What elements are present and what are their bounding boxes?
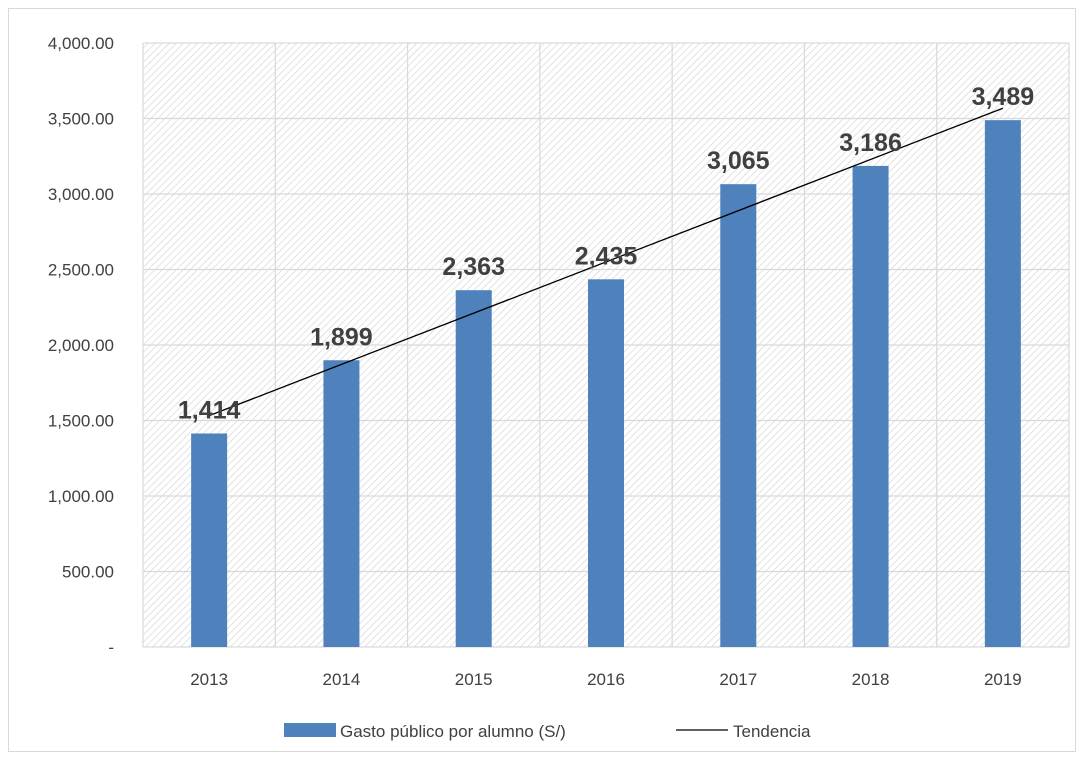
x-tick-label: 2015 bbox=[455, 670, 493, 689]
data-label: 3,065 bbox=[707, 147, 770, 175]
x-axis-tick-labels: 2013 2014 2015 2016 2017 2018 2019 bbox=[190, 670, 1022, 689]
y-tick-label: 1,000.00 bbox=[48, 487, 114, 506]
y-axis-tick-labels: - 500.00 1,000.00 1,500.00 2,000.00 2,500.00 3… bbox=[48, 34, 114, 657]
bars bbox=[191, 120, 1021, 647]
y-tick-label: 3,500.00 bbox=[48, 110, 114, 129]
data-label: 2,363 bbox=[442, 253, 505, 281]
data-label: 2,435 bbox=[575, 242, 638, 270]
legend-label-trend: Tendencia bbox=[733, 722, 811, 741]
data-label: 1,414 bbox=[178, 396, 241, 424]
x-tick-label: 2014 bbox=[323, 670, 361, 689]
data-label: 3,186 bbox=[839, 129, 902, 157]
x-tick-label: 2013 bbox=[190, 670, 228, 689]
bar-2013 bbox=[191, 433, 228, 647]
y-tick-label: 1,500.00 bbox=[48, 412, 114, 431]
y-tick-label: 2,500.00 bbox=[48, 261, 114, 280]
trendline-line bbox=[208, 107, 1004, 417]
bar-2018 bbox=[852, 165, 889, 647]
legend-label-bar: Gasto público por alumno (S/) bbox=[340, 722, 566, 741]
x-tick-label: 2017 bbox=[719, 670, 757, 689]
legend: Gasto público por alumno (S/) Tendencia bbox=[284, 722, 811, 741]
bar-2016 bbox=[588, 279, 624, 647]
data-label: 1,899 bbox=[310, 323, 373, 351]
gridlines bbox=[142, 42, 1070, 648]
x-tick-label: 2018 bbox=[852, 670, 890, 689]
bar-2019 bbox=[984, 120, 1021, 647]
y-tick-label: 2,000.00 bbox=[48, 336, 114, 355]
bar-2015 bbox=[455, 290, 492, 647]
x-tick-label: 2019 bbox=[984, 670, 1022, 689]
data-label: 3,489 bbox=[972, 83, 1035, 111]
y-tick-label: 4,000.00 bbox=[48, 34, 114, 53]
x-tick-label: 2016 bbox=[587, 670, 625, 689]
y-tick-label: 3,000.00 bbox=[48, 185, 114, 204]
trendline bbox=[208, 107, 1004, 417]
legend-swatch-bar bbox=[284, 723, 336, 737]
data-labels: 1,414 1,899 2,363 2,435 3,065 3,186 3,489 bbox=[178, 83, 1034, 424]
y-tick-label: - bbox=[108, 638, 114, 657]
bar-2017 bbox=[720, 184, 757, 647]
bar-2014 bbox=[323, 360, 360, 647]
y-tick-label: 500.00 bbox=[62, 563, 114, 582]
